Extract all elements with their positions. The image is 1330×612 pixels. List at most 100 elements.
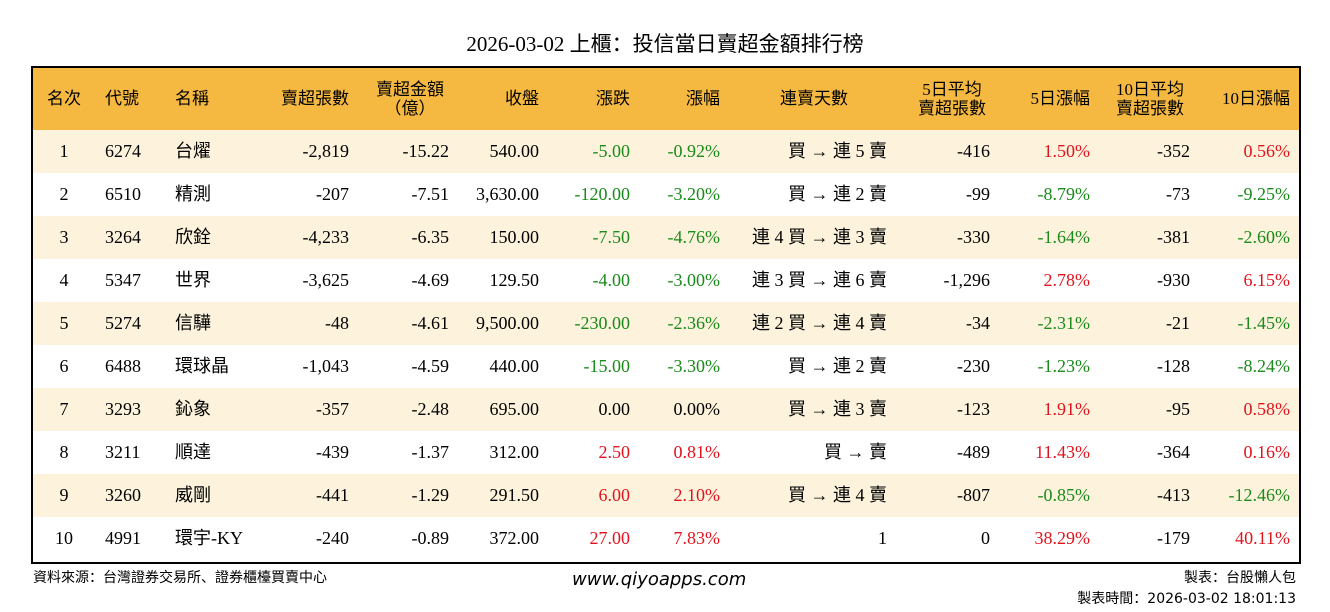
- table-cell: -4.61: [411, 313, 450, 333]
- table-cell: -413: [1157, 485, 1190, 505]
- table-cell: -2.36%: [667, 313, 721, 333]
- table-cell: 買 → 賣: [824, 442, 887, 462]
- header-cell: 賣超張數: [281, 89, 349, 108]
- table-cell: 7.83%: [673, 528, 721, 548]
- table-cell: 6: [59, 356, 69, 376]
- table-cell: 世界: [175, 270, 211, 290]
- table-cell: 440.00: [489, 356, 540, 376]
- table-cell: -441: [316, 485, 349, 505]
- table-cell: 3,630.00: [476, 184, 539, 204]
- table-cell: -95: [1166, 399, 1190, 419]
- table-cell: -48: [325, 313, 349, 333]
- table-cell: -0.92%: [667, 141, 721, 161]
- table-cell: 信驊: [175, 313, 211, 333]
- table-cell: 1.91%: [1043, 399, 1091, 419]
- table-cell: 1: [59, 141, 69, 161]
- table-cell: -3.00%: [667, 270, 721, 290]
- header-cell: 收盤: [505, 89, 539, 108]
- table-cell: 6.15%: [1243, 270, 1291, 290]
- table-cell: 0.81%: [673, 442, 721, 462]
- table-cell: -15.00: [583, 356, 631, 376]
- table-cell: -128: [1157, 356, 1190, 376]
- table-row: 3 3264 欣銓 -4,233 -6.35 150.00 -7.50 -4.76% 連 4 買…: [33, 216, 1299, 259]
- table-cell: 5347: [105, 270, 141, 290]
- table-cell: -439: [316, 442, 349, 462]
- header-cell: 名稱: [175, 89, 209, 108]
- table-cell: 順達: [175, 442, 211, 462]
- table-cell: 6.00: [598, 485, 631, 505]
- table-cell: -3.20%: [667, 184, 721, 204]
- table-cell: -15.22: [402, 141, 450, 161]
- table-cell: 540.00: [489, 141, 540, 161]
- table-cell: -352: [1157, 141, 1190, 161]
- header-cell: 10日漲幅: [1222, 89, 1290, 108]
- table-cell: -0.89: [411, 528, 450, 548]
- table-cell: -0.85%: [1037, 485, 1091, 505]
- table-cell: 8: [59, 442, 69, 462]
- table-cell: -6.35: [411, 227, 450, 247]
- table-cell: 4: [59, 270, 69, 290]
- table-cell: 3211: [105, 442, 141, 462]
- table-cell: -99: [966, 184, 990, 204]
- table-cell: 6274: [105, 141, 141, 161]
- table-row: 1 6274 台燿 -2,819 -15.22 540.00 -5.00 -0.92% 買 → …: [33, 130, 1299, 173]
- table-cell: 3264: [105, 227, 141, 247]
- table-row: 8 3211 順達 -439 -1.37 312.00 2.50 0.81% 買 → 賣 -489…: [33, 431, 1299, 474]
- table-cell: -381: [1157, 227, 1190, 247]
- table-cell: -73: [1166, 184, 1190, 204]
- table-cell: 0.00: [598, 399, 631, 419]
- table-cell: 4991: [105, 528, 141, 548]
- table-cell: 9: [59, 485, 69, 505]
- header-cell: 賣超金額 （億）: [376, 80, 444, 118]
- header-cell: 漲跌: [596, 89, 630, 108]
- table-cell: 312.00: [489, 442, 540, 462]
- table-cell: -230.00: [574, 313, 631, 333]
- table-cell: -364: [1157, 442, 1190, 462]
- table-cell: -357: [316, 399, 349, 419]
- table-cell: 0: [981, 528, 990, 548]
- table-cell: 10: [55, 528, 73, 548]
- table-cell: 291.50: [489, 485, 540, 505]
- table-cell: 5274: [105, 313, 141, 333]
- table-cell: 連 4 買 → 連 3 賣: [752, 227, 887, 247]
- table-cell: 0.16%: [1243, 442, 1291, 462]
- table-cell: -4.76%: [667, 227, 721, 247]
- table-cell: -8.79%: [1037, 184, 1091, 204]
- table-cell: -1.29: [411, 485, 450, 505]
- header-cell: 連賣天數: [780, 89, 848, 108]
- header-cell: 5日平均 賣超張數: [918, 80, 986, 118]
- table-cell: 2.78%: [1043, 270, 1091, 290]
- table-cell: -1,296: [943, 270, 991, 290]
- table-cell: 連 2 買 → 連 4 賣: [752, 313, 887, 333]
- table-cell: -4.59: [411, 356, 450, 376]
- table-cell: 3: [59, 227, 69, 247]
- table-cell: -179: [1157, 528, 1190, 548]
- table-cell: 買 → 連 3 賣: [788, 399, 887, 419]
- table-cell: 1.50%: [1043, 141, 1091, 161]
- table-cell: -416: [957, 141, 990, 161]
- table-cell: -1,043: [302, 356, 350, 376]
- table-cell: -230: [957, 356, 990, 376]
- table-row: 10 4991 環宇-KY -240 -0.89 372.00 27.00 7.83% 1 0 38…: [33, 517, 1299, 560]
- table-row: 4 5347 世界 -3,625 -4.69 129.50 -4.00 -3.00% 連 3 買…: [33, 259, 1299, 302]
- source: 資料來源：台灣證券交易所、證券櫃檯買賣中心: [33, 570, 327, 586]
- table-cell: -3.30%: [667, 356, 721, 376]
- table-cell: 2.10%: [673, 485, 721, 505]
- table-cell: -120.00: [574, 184, 631, 204]
- table-cell: 環球晶: [175, 356, 229, 376]
- table-cell: -2,819: [302, 141, 350, 161]
- table-cell: -9.25%: [1237, 184, 1291, 204]
- table-cell: 695.00: [489, 399, 540, 419]
- table-cell: -1.64%: [1037, 227, 1091, 247]
- table-cell: 2.50: [598, 442, 631, 462]
- table-cell: -123: [957, 399, 990, 419]
- table-cell: 買 → 連 2 賣: [788, 184, 887, 204]
- table-cell: -5.00: [592, 141, 631, 161]
- table-cell: -2.48: [411, 399, 450, 419]
- table-row: 7 3293 鈊象 -357 -2.48 695.00 0.00 0.00% 買 → 連 3 賣…: [33, 388, 1299, 431]
- table-cell: 買 → 連 4 賣: [788, 485, 887, 505]
- table-row: 9 3260 威剛 -441 -1.29 291.50 6.00 2.10% 買 → 連 4 賣…: [33, 474, 1299, 517]
- table-cell: 0.00%: [673, 399, 721, 419]
- table-cell: 5: [59, 313, 69, 333]
- table-cell: -1.23%: [1037, 356, 1091, 376]
